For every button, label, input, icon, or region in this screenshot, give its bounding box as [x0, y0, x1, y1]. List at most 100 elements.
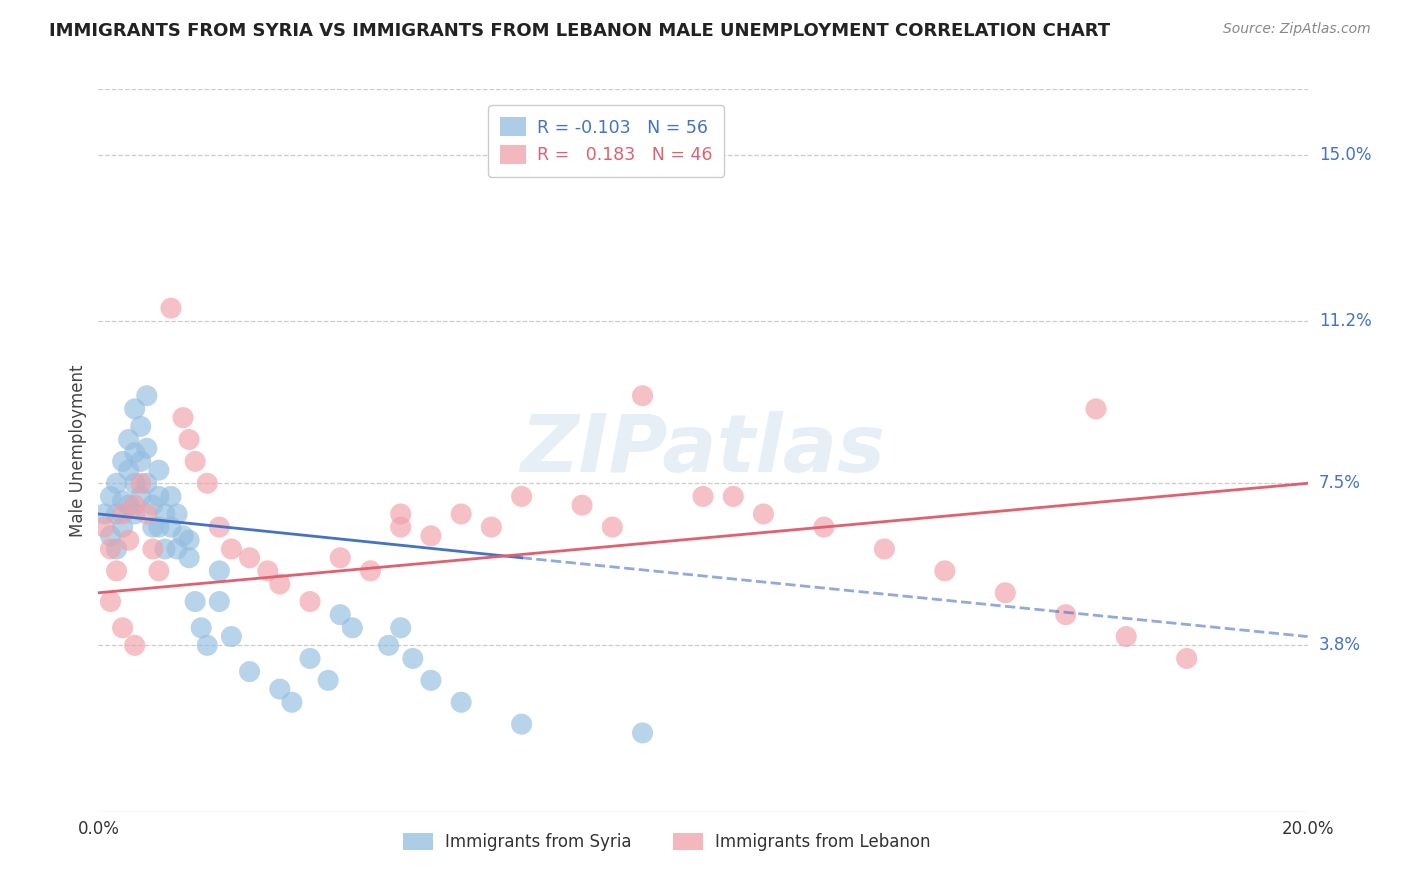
Point	[105, 564, 128, 578]
Point	[221, 541, 243, 556]
Point	[118, 498, 141, 512]
Point	[723, 490, 745, 504]
Point	[329, 607, 352, 622]
Point	[105, 541, 128, 556]
Point	[179, 433, 201, 447]
Y-axis label: Male Unemployment: Male Unemployment	[69, 364, 87, 537]
Point	[389, 507, 412, 521]
Point	[124, 638, 146, 652]
Point	[510, 717, 533, 731]
Text: 15.0%: 15.0%	[1319, 146, 1371, 164]
Point	[135, 476, 157, 491]
Point	[1115, 630, 1137, 644]
Point	[389, 520, 412, 534]
Point	[118, 433, 141, 447]
Point	[873, 541, 896, 556]
Point	[184, 454, 207, 468]
Point	[148, 490, 170, 504]
Point	[481, 520, 503, 534]
Point	[1175, 651, 1198, 665]
Point	[1054, 607, 1077, 622]
Point	[160, 520, 183, 534]
Point	[692, 490, 714, 504]
Point	[994, 586, 1017, 600]
Point	[100, 529, 122, 543]
Point	[631, 389, 654, 403]
Point	[195, 638, 218, 652]
Point	[142, 541, 165, 556]
Point	[129, 454, 152, 468]
Point	[179, 550, 201, 565]
Point	[124, 476, 146, 491]
Point	[111, 621, 134, 635]
Point	[299, 651, 322, 665]
Point	[190, 621, 212, 635]
Point	[571, 498, 593, 512]
Point	[153, 541, 176, 556]
Point	[124, 498, 146, 512]
Text: 11.2%: 11.2%	[1319, 312, 1371, 330]
Point	[813, 520, 835, 534]
Point	[172, 410, 194, 425]
Point	[153, 507, 176, 521]
Point	[135, 389, 157, 403]
Point	[111, 520, 134, 534]
Point	[118, 463, 141, 477]
Point	[1085, 401, 1108, 416]
Legend: Immigrants from Syria, Immigrants from Lebanon: Immigrants from Syria, Immigrants from L…	[396, 826, 936, 857]
Point	[420, 673, 443, 688]
Point	[111, 493, 134, 508]
Point	[124, 445, 146, 459]
Point	[342, 621, 364, 635]
Point	[135, 507, 157, 521]
Text: 3.8%: 3.8%	[1319, 636, 1361, 655]
Point	[281, 695, 304, 709]
Point	[148, 520, 170, 534]
Point	[100, 490, 122, 504]
Point	[389, 621, 412, 635]
Point	[148, 564, 170, 578]
Point	[195, 476, 218, 491]
Point	[377, 638, 399, 652]
Point	[142, 520, 165, 534]
Point	[360, 564, 382, 578]
Point	[124, 401, 146, 416]
Point	[111, 507, 134, 521]
Point	[402, 651, 425, 665]
Point	[934, 564, 956, 578]
Point	[118, 533, 141, 548]
Point	[208, 594, 231, 608]
Point	[752, 507, 775, 521]
Text: IMMIGRANTS FROM SYRIA VS IMMIGRANTS FROM LEBANON MALE UNEMPLOYMENT CORRELATION C: IMMIGRANTS FROM SYRIA VS IMMIGRANTS FROM…	[49, 22, 1111, 40]
Point	[450, 507, 472, 521]
Point	[631, 726, 654, 740]
Point	[602, 520, 624, 534]
Point	[269, 682, 291, 697]
Point	[166, 541, 188, 556]
Point	[329, 550, 352, 565]
Point	[208, 564, 231, 578]
Point	[100, 541, 122, 556]
Point	[316, 673, 339, 688]
Point	[135, 442, 157, 456]
Point	[129, 490, 152, 504]
Point	[129, 419, 152, 434]
Point	[172, 529, 194, 543]
Point	[111, 454, 134, 468]
Point	[269, 577, 291, 591]
Point	[105, 507, 128, 521]
Point	[129, 476, 152, 491]
Point	[160, 301, 183, 315]
Point	[160, 490, 183, 504]
Point	[239, 550, 262, 565]
Point	[221, 630, 243, 644]
Point	[239, 665, 262, 679]
Point	[93, 507, 115, 521]
Point	[179, 533, 201, 548]
Point	[420, 529, 443, 543]
Point	[510, 490, 533, 504]
Text: ZIPatlas: ZIPatlas	[520, 411, 886, 490]
Point	[105, 476, 128, 491]
Point	[208, 520, 231, 534]
Point	[124, 507, 146, 521]
